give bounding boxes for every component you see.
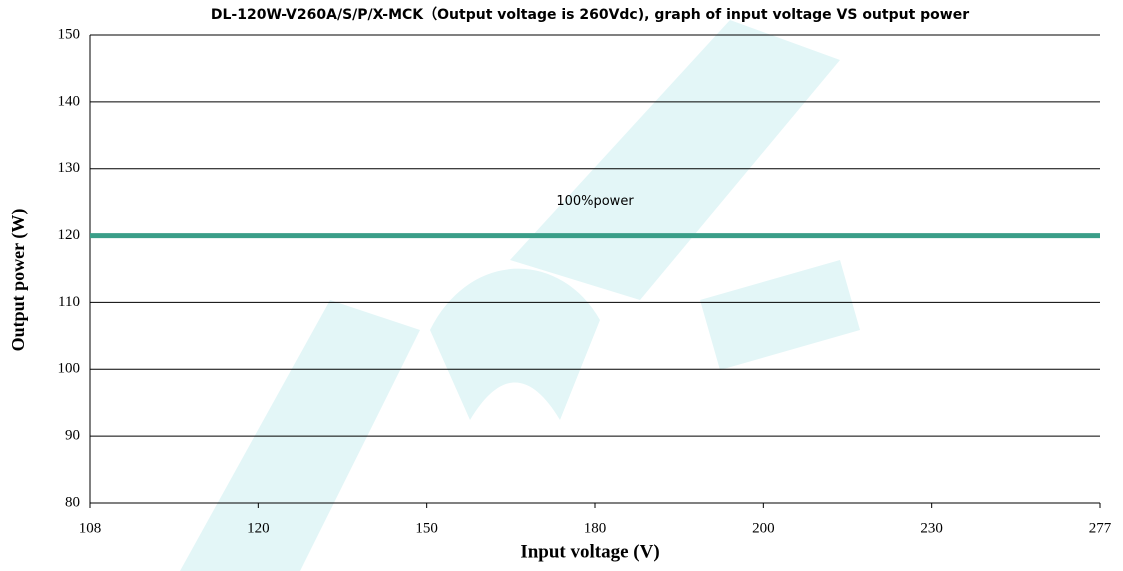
chart-title: DL-120W-V260A/S/P/X-MCK（Output voltage i… (211, 7, 969, 23)
y-axis-label: Output power (W) (8, 209, 29, 352)
y-tick-label: 130 (58, 160, 81, 176)
x-axis-label: Input voltage (V) (520, 541, 659, 562)
series-label: 100%power (556, 194, 634, 209)
x-tick-label: 108 (79, 520, 102, 536)
y-tick-label: 150 (58, 26, 81, 42)
watermark (180, 20, 860, 571)
x-tick-label: 200 (752, 520, 775, 536)
x-tick-label: 120 (247, 520, 270, 536)
x-tick-label: 277 (1089, 520, 1112, 536)
y-tick-label: 90 (65, 428, 80, 444)
y-tick-label: 140 (58, 93, 81, 109)
x-tick-label: 230 (920, 520, 943, 536)
y-tick-label: 110 (58, 294, 80, 310)
x-tick-label: 180 (584, 520, 607, 536)
y-tick-label: 80 (65, 494, 80, 510)
y-tick-label: 100 (58, 361, 81, 377)
x-tick-label: 150 (415, 520, 438, 536)
y-tick-label: 120 (58, 227, 81, 243)
